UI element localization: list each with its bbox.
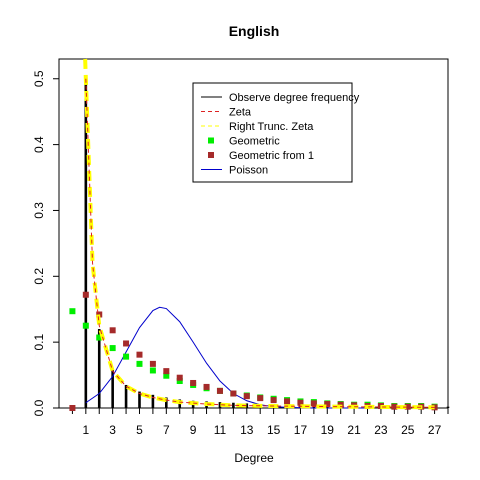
- legend-label: Geometric: [229, 136, 280, 148]
- y-tick-label: 0.1: [32, 333, 46, 350]
- chart-title: English: [229, 23, 280, 39]
- y-tick-label: 0.3: [32, 202, 46, 219]
- geometric-from-1-point: [110, 327, 116, 333]
- x-tick-label: 13: [240, 423, 254, 437]
- legend-label: Right Trunc. Zeta: [229, 121, 314, 133]
- x-tick-label: 17: [294, 423, 308, 437]
- x-tick-label: 23: [374, 423, 388, 437]
- legend-label: Poisson: [229, 165, 268, 177]
- x-tick-label: 9: [190, 423, 197, 437]
- geometric-from-1-point: [271, 397, 277, 403]
- legend: Observe degree frequency Zeta Right Trunc.…: [193, 83, 360, 182]
- y-tick-label: 0.0: [32, 399, 46, 416]
- y-tick-label: 0.2: [32, 268, 46, 285]
- geometric-from-1-point: [69, 405, 75, 411]
- legend-swatch: [208, 138, 214, 144]
- geometric-point: [110, 345, 116, 351]
- geometric-from-1-point: [204, 384, 210, 390]
- x-tick-label: 3: [109, 423, 116, 437]
- geometric-from-1-point: [284, 398, 290, 404]
- geometric-from-1-point: [150, 361, 156, 367]
- y-tick-label: 0.4: [32, 136, 46, 153]
- x-tick-label: 19: [321, 423, 335, 437]
- x-axis-label: Degree: [234, 451, 274, 465]
- geometric-from-1-point: [123, 340, 129, 346]
- geometric-from-1-point: [230, 391, 236, 397]
- geometric-point: [136, 361, 142, 367]
- x-tick-label: 7: [163, 423, 170, 437]
- geometric-from-1-point: [136, 352, 142, 358]
- geometric-point: [83, 323, 89, 329]
- legend-label: Geometric from 1: [229, 150, 314, 162]
- geometric-from-1-point: [244, 393, 250, 399]
- x-tick-label: 25: [401, 423, 415, 437]
- geometric-from-1-point: [311, 400, 317, 406]
- geometric-from-1-point: [217, 388, 223, 394]
- legend-label: Observe degree frequency: [229, 92, 360, 104]
- legend-swatch: [208, 152, 214, 158]
- x-tick-label: 27: [428, 423, 442, 437]
- y-tick-label: 0.5: [32, 70, 46, 87]
- geometric-from-1-point: [83, 292, 89, 298]
- geometric-from-1-point: [163, 368, 169, 374]
- x-tick-label: 11: [214, 423, 227, 437]
- geometric-from-1-point: [177, 375, 183, 381]
- x-tick-label: 5: [136, 423, 143, 437]
- geometric-point: [69, 308, 75, 314]
- legend-label: Zeta: [229, 107, 252, 119]
- x-tick-label: 21: [347, 423, 361, 437]
- x-tick-label: 1: [82, 423, 89, 437]
- geometric-from-1-point: [190, 380, 196, 386]
- geometric-point: [123, 354, 129, 360]
- x-tick-label: 15: [267, 423, 281, 437]
- geometric-from-1-point: [257, 395, 263, 401]
- geometric-point: [150, 367, 156, 373]
